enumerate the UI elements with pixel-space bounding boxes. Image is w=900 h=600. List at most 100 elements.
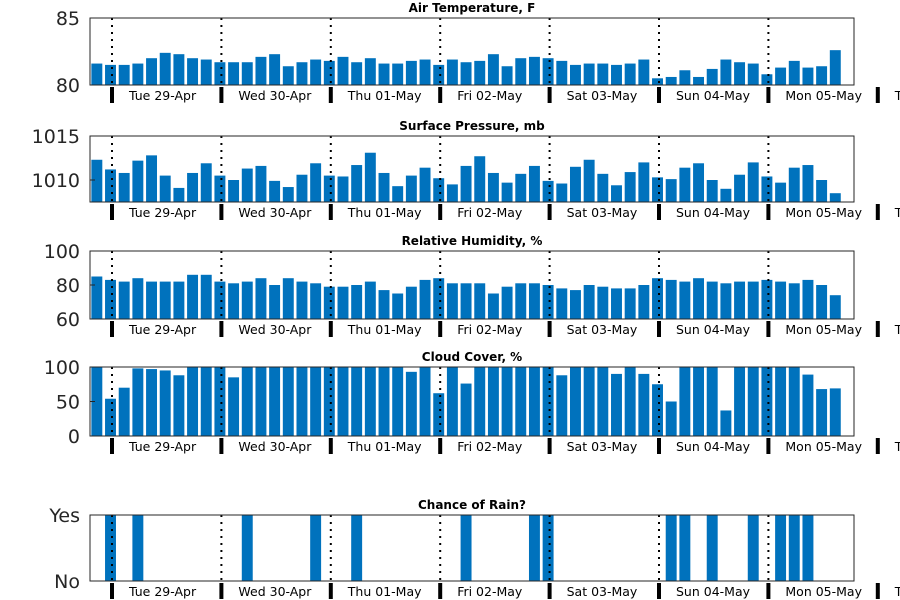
surface-pressure-bar: [474, 156, 486, 202]
cloud-cover-bar: [433, 393, 445, 436]
air-temperature-bar: [597, 63, 609, 85]
relative-humidity-bar: [351, 285, 363, 319]
relative-humidity-bar: [228, 283, 240, 319]
air-temperature-bar: [624, 63, 636, 85]
cloud-cover-bar: [405, 371, 417, 436]
chance-of-rain-bar: [747, 515, 759, 581]
day-tick-label: Sat 03-May: [567, 439, 638, 454]
relative-humidity-bar: [419, 279, 431, 319]
day-tick-label: Mon 05-May: [785, 88, 862, 103]
relative-humidity-bar: [173, 281, 185, 319]
air-temperature-bar: [775, 67, 787, 85]
cloud-cover-bar: [706, 367, 718, 436]
surface-pressure-bar: [652, 177, 663, 202]
air-temperature-bar: [269, 54, 281, 85]
relative-humidity-bar: [105, 279, 116, 319]
relative-humidity-bar: [282, 278, 294, 319]
surface-pressure-bar: [624, 172, 636, 202]
day-tick-label: Sun 04-May: [676, 439, 751, 454]
relative-humidity-bar: [433, 278, 445, 319]
chance-of-rain-bar: [528, 515, 540, 581]
air-temperature-bar: [569, 64, 581, 85]
relative-humidity-bar: [624, 288, 636, 319]
cloud-cover-bar: [118, 387, 130, 436]
air-temperature-bar: [638, 59, 650, 85]
day-tick-label: Sat 03-May: [567, 205, 638, 220]
air-temperature-bar: [323, 60, 335, 85]
cloud-cover-bar: [487, 367, 499, 436]
cloud-cover-bar: [597, 367, 609, 436]
surface-pressure-bar: [351, 165, 363, 202]
surface-pressure-bar: [228, 180, 240, 202]
cloud-cover-bar: [241, 367, 253, 436]
cloud-cover-bar: [652, 384, 663, 436]
day-tick-label: Thu 01-May: [347, 439, 422, 454]
relative-humidity-bar: [132, 278, 144, 319]
cloud-cover-bars: [91, 367, 841, 436]
air-temperature-bar: [118, 64, 130, 85]
air-temperature-bar: [460, 62, 472, 85]
surface-pressure-bar: [118, 172, 130, 202]
relative-humidity-bar: [788, 283, 800, 319]
air-temperature-bar: [761, 74, 773, 85]
cloud-cover-bar: [419, 367, 431, 436]
day-tick-label: Thu 01-May: [347, 88, 422, 103]
chance-of-rain-ytick-label: No: [54, 571, 80, 593]
cloud-cover-bar: [802, 374, 814, 436]
cloud-cover-bar: [91, 367, 103, 436]
day-tick-label: Tue 06-May: [894, 439, 900, 454]
relative-humidity-bar: [679, 281, 691, 319]
air-temperature-bar: [132, 63, 144, 85]
cloud-cover-bar: [378, 367, 390, 436]
air-temperature-bar: [296, 62, 308, 85]
cloud-cover-bar: [665, 401, 677, 436]
cloud-cover-bar: [392, 367, 404, 436]
cloud-cover-bar: [146, 369, 158, 436]
surface-pressure-bar: [310, 163, 322, 202]
surface-pressure-ytick-label: 1015: [32, 126, 80, 148]
surface-pressure-ytick-label: 1010: [32, 170, 80, 192]
air-temperature-bar: [433, 64, 445, 85]
cloud-cover-bar: [816, 389, 828, 436]
air-temperature-bar: [788, 60, 800, 85]
cloud-cover-bar: [611, 373, 622, 436]
air-temperature-bar: [446, 59, 458, 85]
air-temperature-bar: [200, 59, 212, 85]
relative-humidity-bar: [310, 283, 322, 319]
surface-pressure-bar: [542, 180, 554, 202]
cloud-cover-bar: [734, 367, 746, 436]
day-tick-label: Fri 02-May: [457, 88, 523, 103]
cloud-cover-bar: [105, 398, 116, 436]
relative-humidity-bar: [569, 290, 581, 319]
cloud-cover-bar: [446, 367, 458, 436]
day-tick-label: Sun 04-May: [676, 322, 751, 337]
air-temperature-bar: [91, 63, 103, 85]
air-temperature-bar: [187, 58, 199, 85]
chance-of-rain-bar: [460, 515, 472, 581]
cloud-cover-bar: [556, 375, 568, 436]
cloud-cover-bar: [310, 367, 322, 436]
day-tick-label: Sun 04-May: [676, 88, 751, 103]
air-temperature-bar: [405, 60, 417, 85]
air-temperature-bar: [706, 68, 718, 85]
surface-pressure-bar: [528, 165, 540, 202]
relative-humidity-bar: [405, 286, 417, 319]
cloud-cover-bar: [255, 367, 267, 436]
air-temperature-bar: [378, 63, 390, 85]
surface-pressure-bar: [173, 187, 185, 202]
air-temperature-bar: [310, 59, 322, 85]
relative-humidity-bars: [91, 274, 841, 319]
surface-pressure-bar: [132, 160, 144, 202]
relative-humidity-bar: [542, 285, 554, 319]
air-temperature-bar: [816, 66, 828, 85]
surface-pressure-bar: [665, 179, 677, 202]
air-temperature-bar: [542, 58, 554, 85]
day-tick-label: Sat 03-May: [567, 322, 638, 337]
cloud-cover-bar: [296, 367, 308, 436]
relative-humidity-bar: [556, 288, 568, 319]
surface-pressure-bar: [775, 182, 787, 202]
surface-pressure-bar: [747, 162, 759, 202]
air-temperature-axes-box: [89, 17, 855, 86]
day-tick-label: Tue 06-May: [894, 205, 900, 220]
surface-pressure-bar: [200, 163, 212, 202]
